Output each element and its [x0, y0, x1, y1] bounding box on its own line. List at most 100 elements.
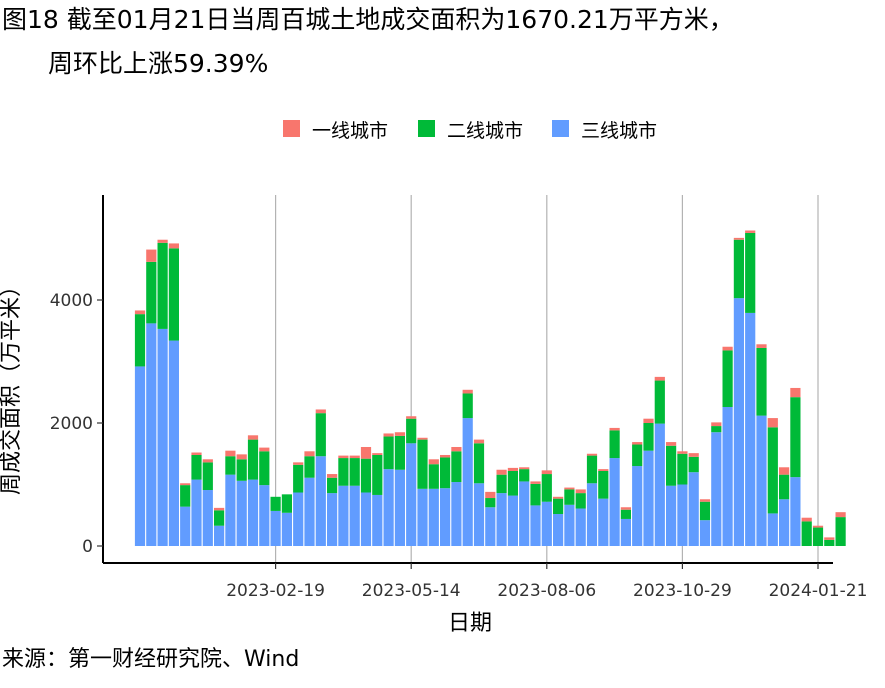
- bar-segment-tier2: [541, 474, 552, 502]
- bar-segment-tier3: [214, 525, 225, 546]
- bar-segment-tier3: [349, 485, 360, 546]
- y-axis-title: 周成交面积（万平米）: [0, 275, 24, 495]
- bar-segment-tier1: [677, 451, 688, 454]
- x-tick-label: 2023-10-29: [633, 581, 732, 601]
- bar-segment-tier2: [293, 464, 304, 493]
- bar-segment-tier2: [801, 521, 812, 546]
- bar-segment-tier2: [733, 239, 744, 299]
- bar-segment-tier2: [824, 539, 835, 546]
- bar-segment-tier3: [473, 483, 485, 546]
- bar-segment-tier1: [157, 239, 168, 243]
- bar-segment-tier3: [383, 469, 394, 547]
- bar-segment-tier2: [214, 510, 225, 526]
- x-tick-label: 2023-02-19: [226, 581, 325, 601]
- bar-segment-tier3: [157, 328, 168, 546]
- bar-segment-tier1: [779, 467, 790, 475]
- bar-segment-tier1: [349, 455, 360, 459]
- bar-segment-tier1: [666, 442, 677, 446]
- bar-segment-tier3: [507, 495, 518, 546]
- bar-segment-tier1: [360, 446, 372, 459]
- bar-segment-tier1: [586, 453, 598, 456]
- bar-segment-tier3: [304, 477, 315, 546]
- bar-segment-tier2: [281, 494, 292, 513]
- bar-segment-tier2: [440, 457, 451, 489]
- bar-segment-tier2: [790, 397, 801, 478]
- bar-segment-tier1: [496, 469, 507, 475]
- bar-segment-tier3: [202, 490, 213, 546]
- bar-segment-tier2: [191, 454, 202, 480]
- bar-segment-tier2: [247, 439, 259, 480]
- bar-segment-tier1: [383, 433, 394, 437]
- bar-segment-tier2: [417, 439, 428, 489]
- bar-segment-tier3: [259, 485, 270, 546]
- bar-segment-tier3: [575, 508, 586, 546]
- bar-segment-tier1: [191, 452, 202, 455]
- bar-segment-tier2: [485, 498, 496, 508]
- bar-segment-tier3: [767, 513, 778, 546]
- bar-segment-tier1: [756, 344, 767, 348]
- bar-segment-tier3: [643, 450, 654, 546]
- legend-label: 三线城市: [581, 120, 657, 142]
- bar-segment-tier3: [440, 488, 451, 546]
- bar-segment-tier2: [338, 458, 349, 486]
- bar-segment-tier1: [507, 467, 518, 471]
- bar-segment-tier3: [315, 456, 326, 546]
- bar-segment-tier3: [733, 298, 744, 546]
- bar-segment-tier3: [632, 466, 643, 546]
- bar-segment-tier3: [609, 458, 620, 546]
- bar-segment-tier2: [643, 423, 654, 451]
- bar-segment-tier1: [440, 454, 451, 458]
- bar-segment-tier2: [530, 483, 541, 506]
- bar-segment-tier3: [180, 506, 191, 546]
- bar-segment-tier2: [428, 464, 439, 489]
- bars: [134, 230, 846, 547]
- bar-segment-tier1: [293, 462, 304, 465]
- bar-segment-tier1: [812, 525, 824, 528]
- bar-segment-tier1: [733, 237, 744, 240]
- bar-segment-tier1: [180, 483, 191, 486]
- bar-segment-tier2: [394, 435, 405, 470]
- bar-segment-tier2: [722, 350, 733, 408]
- bar-segment-tier1: [801, 517, 812, 522]
- bar-segment-tier2: [598, 470, 609, 499]
- x-tick-label: 2023-08-06: [497, 581, 596, 601]
- bar-segment-tier1: [146, 249, 157, 262]
- bar-segment-tier1: [236, 454, 247, 460]
- bar-segment-tier1: [462, 389, 473, 394]
- bar-segment-tier1: [790, 387, 801, 398]
- bar-segment-tier2: [507, 470, 518, 496]
- bar-segment-tier1: [168, 243, 179, 249]
- bar-segment-tier2: [835, 517, 846, 546]
- bar-segment-tier3: [451, 482, 462, 546]
- bar-segment-tier3: [146, 323, 157, 546]
- bar-segment-tier1: [824, 537, 835, 540]
- bar-segment-tier2: [654, 380, 665, 424]
- source-note: 来源：第一财经研究院、Wind: [2, 647, 300, 672]
- bar-segment-tier3: [722, 407, 733, 546]
- bar-segment-tier2: [236, 459, 247, 481]
- bar-segment-tier1: [338, 455, 349, 459]
- bar-segment-tier3: [666, 485, 677, 546]
- bar-segment-tier1: [304, 451, 315, 457]
- bar-segment-tier1: [598, 469, 609, 471]
- bar-segment-tier1: [767, 418, 778, 428]
- bar-segment-tier3: [541, 501, 552, 546]
- bar-segment-tier3: [236, 480, 247, 546]
- bar-segment-tier3: [620, 518, 631, 546]
- bar-segment-tier3: [191, 479, 202, 546]
- y-tick-label: 0: [82, 537, 93, 557]
- y-tick-label: 2000: [50, 414, 93, 434]
- bar-segment-tier3: [677, 484, 688, 546]
- chart-subtitle: 周环比上涨59.39%: [48, 49, 269, 78]
- bar-segment-tier2: [157, 242, 168, 329]
- bar-segment-tier1: [699, 499, 711, 502]
- bar-segment-tier1: [327, 474, 338, 478]
- bar-segment-tier2: [473, 443, 485, 484]
- bar-segment-tier1: [745, 230, 756, 233]
- bar-segment-tier3: [338, 485, 349, 546]
- bar-segment-tier2: [519, 469, 530, 482]
- bar-segment-tier1: [428, 459, 439, 465]
- bar-segment-tier1: [451, 446, 462, 452]
- bar-segment-tier2: [699, 501, 711, 521]
